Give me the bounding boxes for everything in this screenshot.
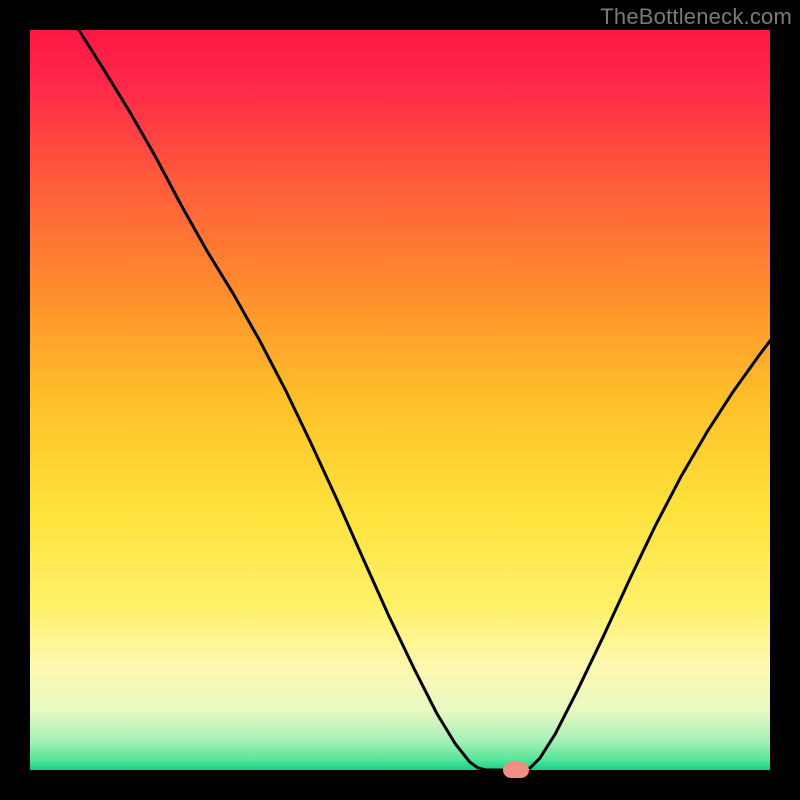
watermark-text: TheBottleneck.com (600, 4, 792, 30)
optimal-point-marker (503, 762, 529, 778)
bottleneck-chart (0, 0, 800, 800)
gradient-background (30, 30, 770, 770)
chart-container: TheBottleneck.com (0, 0, 800, 800)
